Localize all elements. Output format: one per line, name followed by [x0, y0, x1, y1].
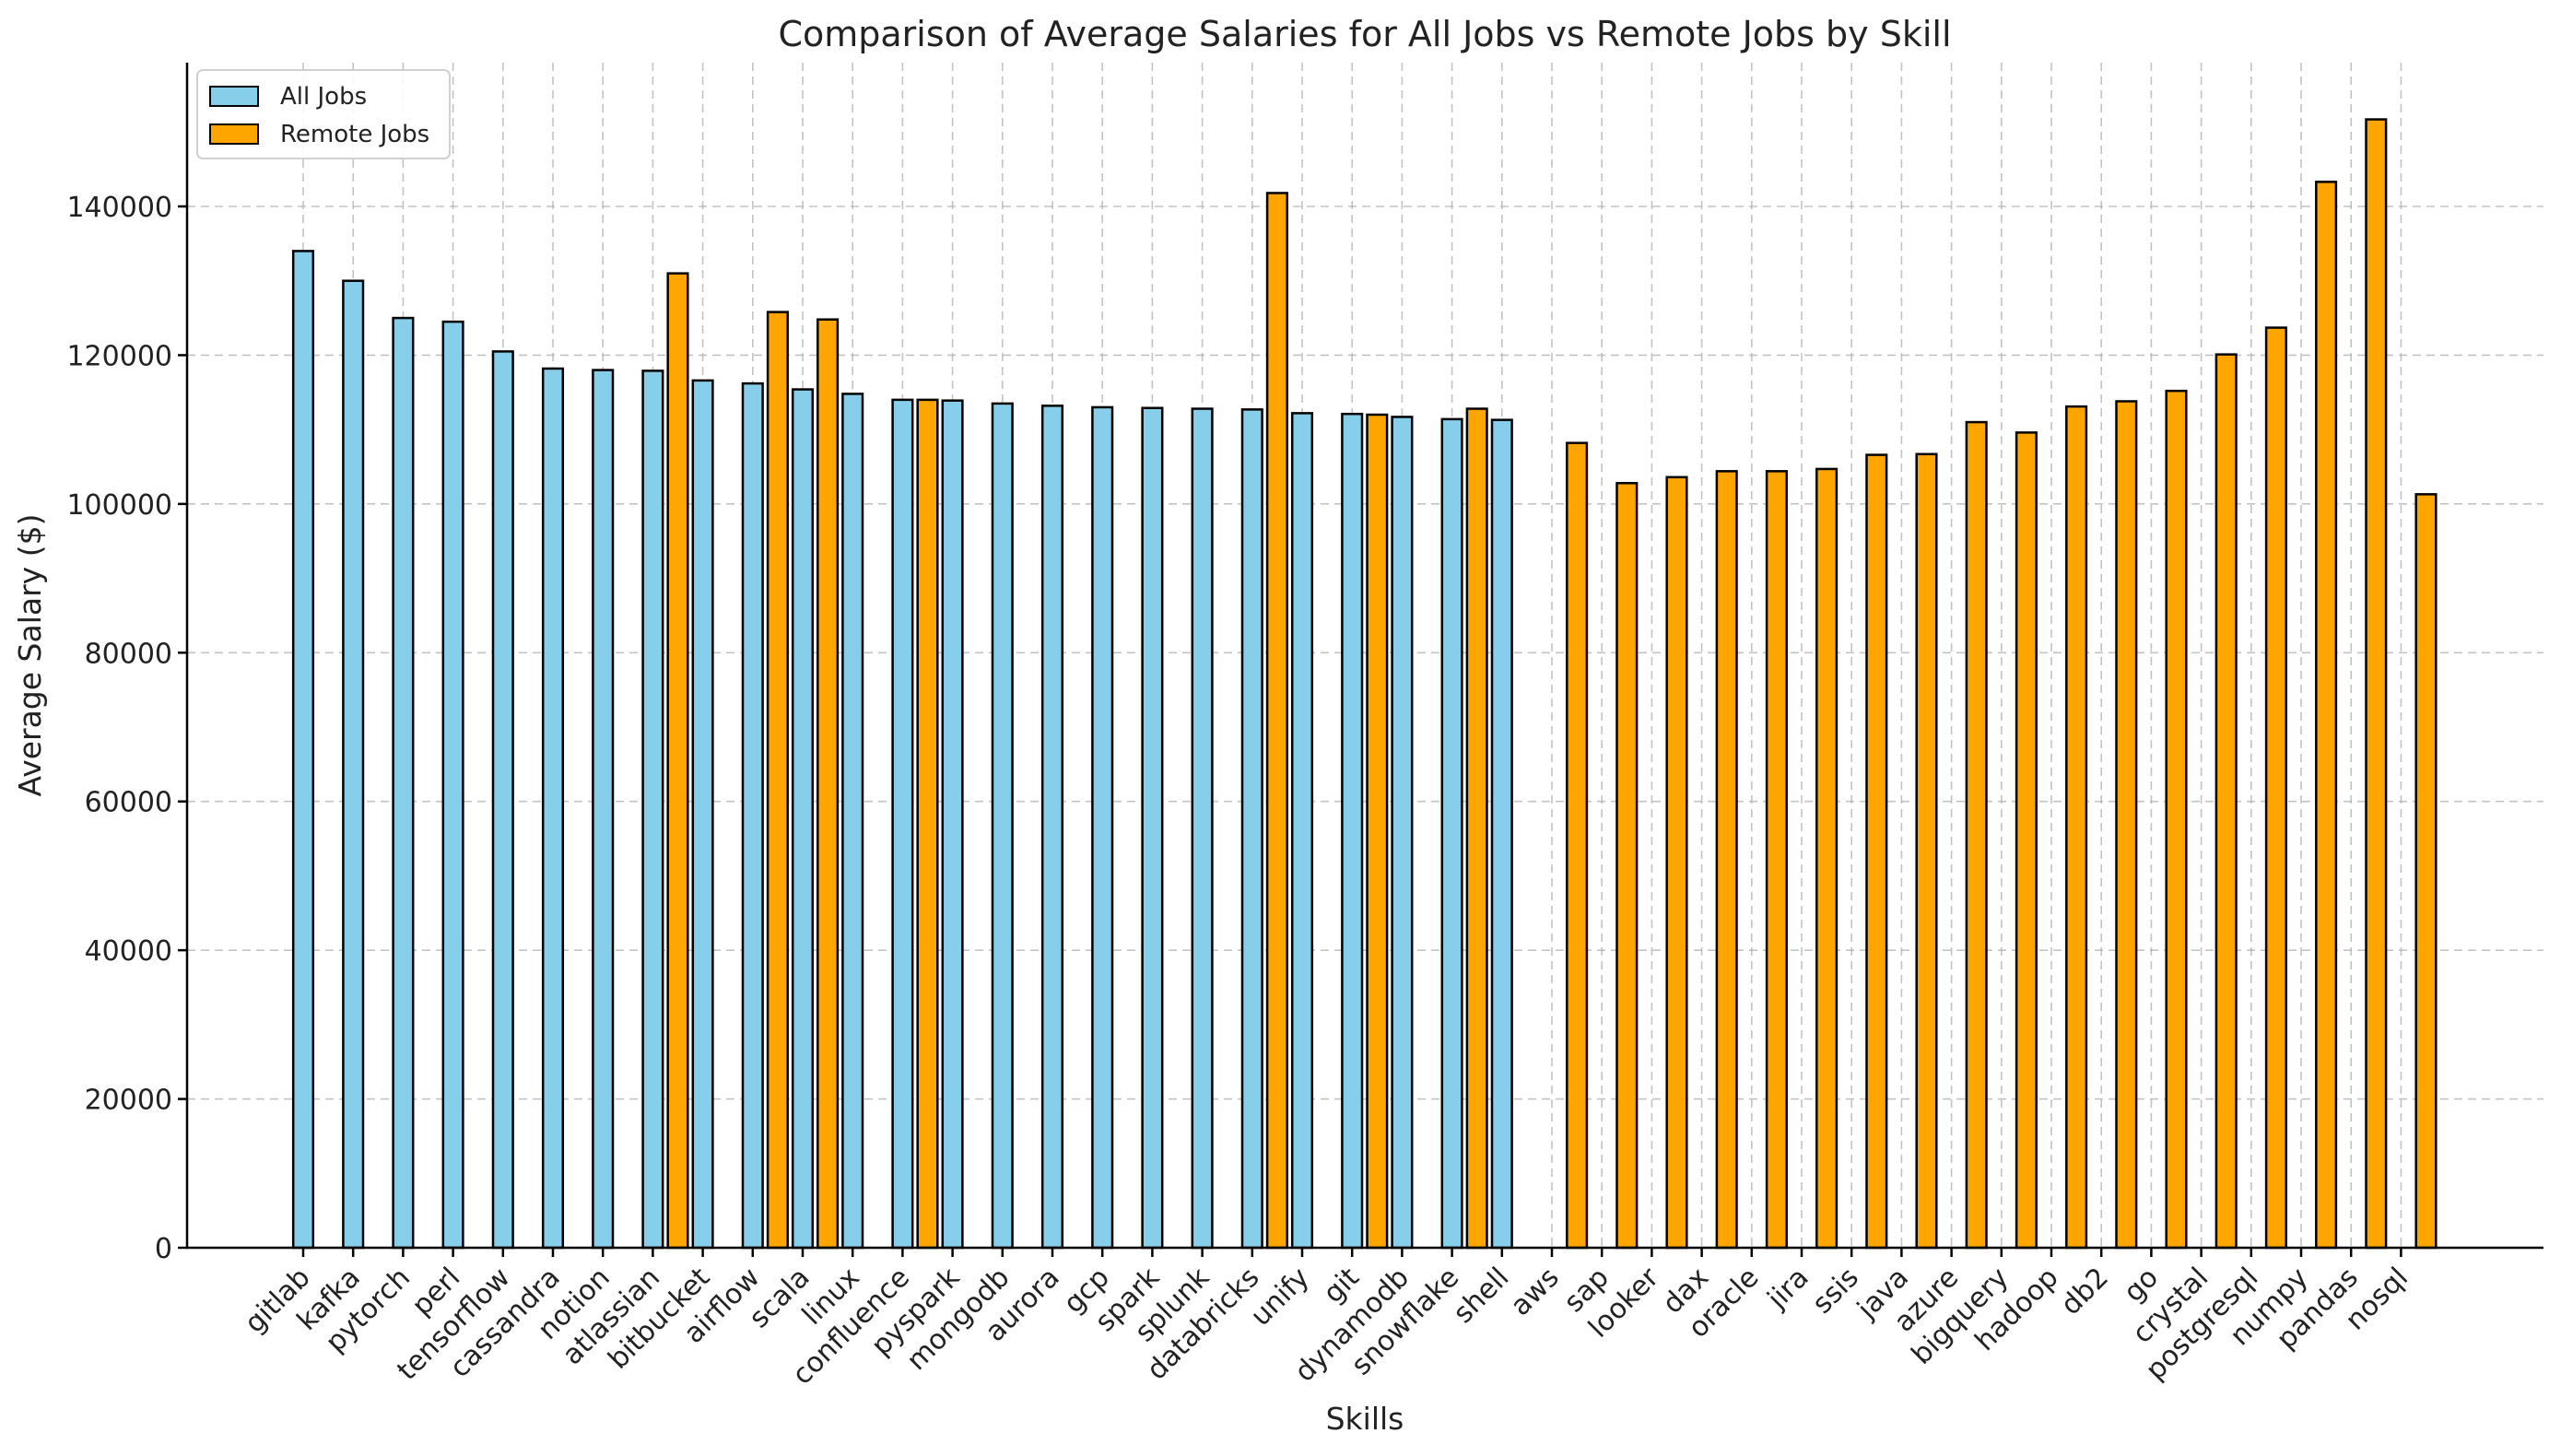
bar-remote-jobs — [1715, 470, 1738, 1250]
bar-all-jobs — [1391, 416, 1414, 1250]
chart-title: Comparison of Average Salaries for All J… — [778, 14, 1951, 54]
gridlines — [187, 63, 2543, 1249]
y-tick-label: 120000 — [66, 340, 172, 372]
bar-remote-jobs — [1566, 441, 1589, 1250]
bar-all-jobs — [791, 388, 815, 1250]
bar-remote-jobs — [2115, 400, 2138, 1250]
x-tick-label-db2: db2 — [2055, 1262, 2115, 1321]
bar-all-jobs — [1240, 408, 1263, 1250]
bar-all-jobs — [1440, 417, 1463, 1250]
y-tick-label: 20000 — [85, 1085, 172, 1117]
bar-remote-jobs — [2065, 405, 2088, 1250]
legend-swatch-remote-jobs — [209, 123, 259, 145]
bar-remote-jobs — [2414, 493, 2438, 1250]
bar-remote-jobs — [1765, 470, 1788, 1250]
bar-all-jobs — [1341, 412, 1364, 1250]
legend-label-all-jobs: All Jobs — [280, 83, 367, 111]
x-tick-label-aws: aws — [1504, 1262, 1565, 1322]
x-tick-label-ssis: ssis — [1806, 1262, 1865, 1321]
y-axis-ticks: 0 20000 40000 60000 80000 100000 120000 140000 — [66, 192, 187, 1265]
y-tick-label: 140000 — [66, 192, 172, 224]
bar-remote-jobs — [1465, 407, 1488, 1250]
x-tick-label-shell: shell — [1447, 1262, 1515, 1330]
legend-swatch-all-jobs — [209, 86, 259, 107]
bar-all-jobs — [1191, 407, 1214, 1250]
bar-all-jobs — [1091, 405, 1114, 1250]
bar-all-jobs — [891, 398, 914, 1250]
x-axis-label: Skills — [1326, 1401, 1404, 1437]
bar-remote-jobs — [1815, 467, 1839, 1250]
bar-all-jobs — [541, 367, 565, 1250]
legend-frame — [196, 69, 451, 159]
bar-remote-jobs — [916, 398, 939, 1250]
x-tick-label-jira: jira — [1761, 1262, 1815, 1316]
bar-all-jobs — [841, 393, 864, 1250]
bar-remote-jobs — [2365, 118, 2388, 1250]
x-axis-ticks: gitlabkafkapytorchperltensorflowcassandr… — [239, 1248, 2414, 1391]
bar-all-jobs — [741, 382, 764, 1250]
legend: All Jobs Remote Jobs — [196, 69, 451, 159]
legend-label-remote-jobs: Remote Jobs — [280, 121, 429, 148]
bar-remote-jobs — [2264, 326, 2287, 1250]
bar-all-jobs — [1141, 406, 1164, 1250]
plot-frame — [185, 63, 2543, 1250]
y-tick-label: 40000 — [85, 935, 172, 968]
bar-all-jobs — [941, 399, 964, 1250]
bar-all-jobs — [641, 370, 664, 1250]
bar-remote-jobs — [766, 311, 789, 1250]
bar-remote-jobs — [1965, 420, 1988, 1250]
bar-remote-jobs — [2015, 431, 2038, 1250]
x-tick-label-unify: unify — [1244, 1262, 1315, 1333]
bar-all-jobs — [1040, 405, 1064, 1250]
bar-remote-jobs — [1615, 482, 1639, 1250]
bar-all-jobs — [491, 350, 514, 1250]
bar-all-jobs — [1290, 412, 1314, 1250]
y-tick-label: 80000 — [85, 638, 172, 670]
y-tick-label: 100000 — [66, 489, 172, 522]
bar-remote-jobs — [816, 318, 840, 1250]
bar-all-jobs — [592, 369, 615, 1250]
axes — [185, 63, 2543, 1250]
bar-remote-jobs — [1915, 452, 1938, 1250]
bar-all-jobs — [342, 279, 365, 1250]
bar-remote-jobs — [2214, 353, 2238, 1250]
bar-all-jobs — [392, 316, 415, 1250]
bar-remote-jobs — [1665, 476, 1688, 1250]
y-tick-label: 60000 — [85, 787, 172, 819]
bar-remote-jobs — [666, 272, 689, 1250]
bar-all-jobs — [691, 379, 714, 1250]
y-tick-label: 0 — [155, 1233, 172, 1265]
bar-all-jobs — [991, 402, 1014, 1250]
bar-remote-jobs — [2165, 389, 2188, 1250]
bar-remote-jobs — [1865, 453, 1888, 1250]
bar-all-jobs — [1490, 418, 1513, 1250]
bar-all-jobs — [441, 320, 464, 1250]
bars — [291, 118, 2438, 1250]
bar-remote-jobs — [2315, 181, 2338, 1250]
bar-remote-jobs — [1366, 413, 1389, 1250]
bar-all-jobs — [291, 250, 315, 1250]
bar-remote-jobs — [1265, 192, 1288, 1250]
y-axis-label: Average Salary ($) — [12, 514, 48, 797]
